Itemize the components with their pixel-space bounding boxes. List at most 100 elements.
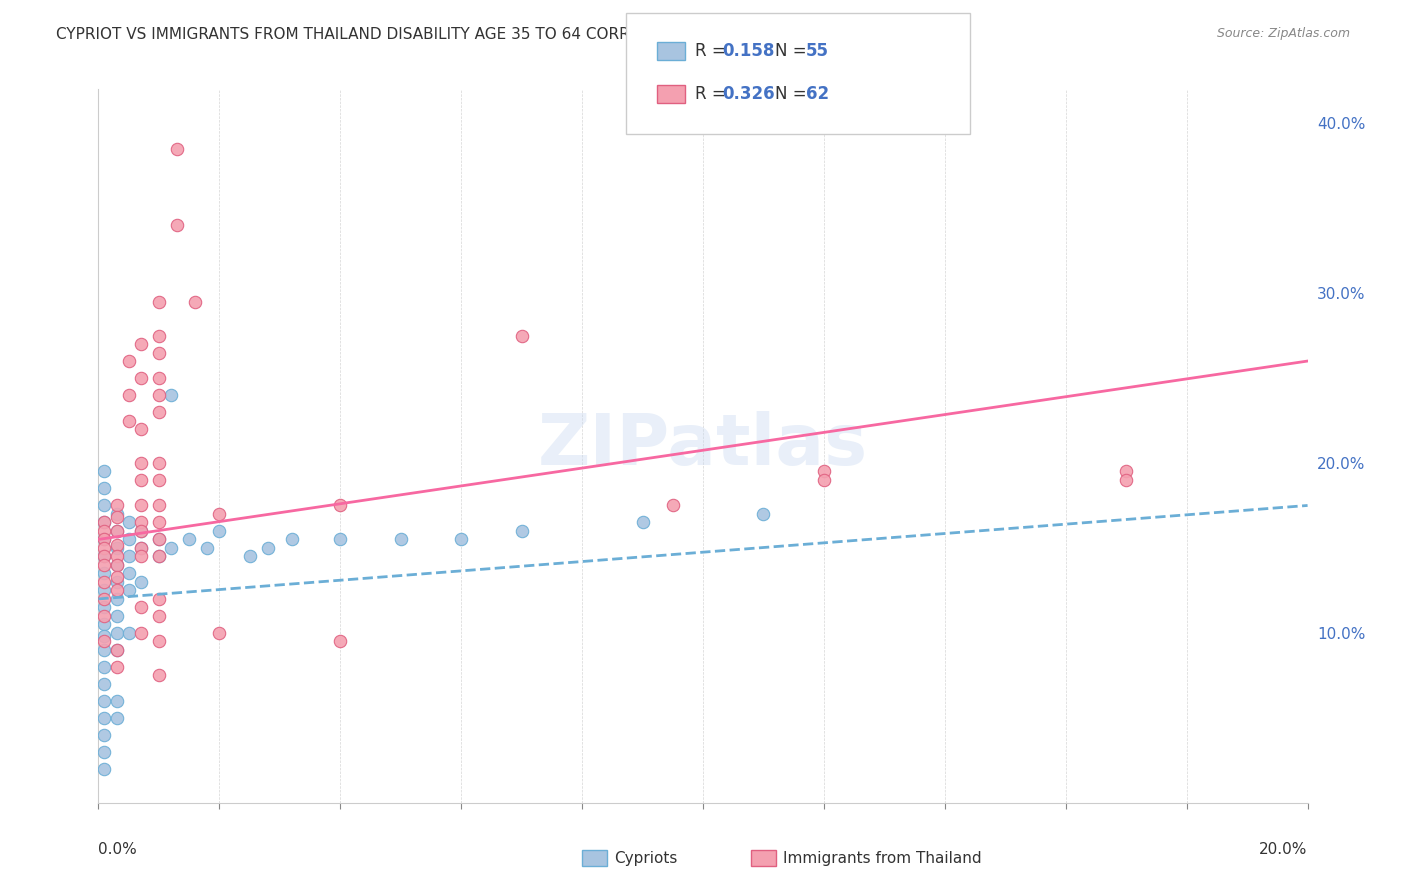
Text: N =: N =	[775, 85, 811, 103]
Point	[93, 600, 115, 615]
Text: 0.326: 0.326	[723, 85, 775, 103]
Point	[105, 711, 128, 725]
Point	[148, 499, 170, 513]
Point	[129, 473, 152, 487]
Point	[148, 668, 170, 682]
Point	[129, 499, 152, 513]
Point	[93, 566, 115, 581]
Text: 55: 55	[806, 42, 828, 60]
Point	[160, 388, 183, 402]
Point	[105, 694, 128, 708]
Text: Cypriots: Cypriots	[614, 851, 678, 865]
Point	[93, 574, 115, 589]
Text: N =: N =	[775, 42, 811, 60]
Point	[93, 549, 115, 564]
Point	[148, 516, 170, 530]
Point	[813, 465, 835, 479]
Point	[105, 537, 128, 551]
Point	[93, 617, 115, 632]
Point	[184, 294, 207, 309]
Point	[105, 558, 128, 572]
Point	[118, 516, 141, 530]
Point	[105, 660, 128, 674]
Point	[129, 541, 152, 555]
Point	[148, 549, 170, 564]
Point	[105, 643, 128, 657]
Point	[93, 711, 115, 725]
Point	[118, 413, 141, 427]
Point	[256, 541, 278, 555]
Point	[166, 142, 188, 156]
Point	[105, 524, 128, 538]
Point	[148, 533, 170, 547]
Point	[195, 541, 218, 555]
Point	[93, 591, 115, 606]
Point	[93, 541, 115, 555]
Point	[105, 626, 128, 640]
Point	[93, 762, 115, 776]
Point	[148, 456, 170, 470]
Point	[752, 507, 775, 521]
Point	[105, 541, 128, 555]
Point	[510, 328, 533, 343]
Point	[329, 634, 352, 648]
Point	[93, 558, 115, 572]
Text: Immigrants from Thailand: Immigrants from Thailand	[783, 851, 981, 865]
Point	[239, 549, 262, 564]
Point	[93, 499, 115, 513]
Point	[389, 533, 412, 547]
Point	[93, 629, 115, 643]
Point	[93, 516, 115, 530]
Point	[208, 626, 231, 640]
Point	[118, 583, 141, 598]
Point	[105, 583, 128, 598]
Point	[129, 541, 152, 555]
Point	[93, 465, 115, 479]
Point	[281, 533, 304, 547]
Point	[148, 328, 170, 343]
Point	[129, 422, 152, 436]
Point	[450, 533, 472, 547]
Text: 62: 62	[806, 85, 828, 103]
Point	[208, 507, 231, 521]
Point	[510, 524, 533, 538]
Point	[118, 388, 141, 402]
Point	[129, 524, 152, 538]
Point	[129, 549, 152, 564]
Text: Source: ZipAtlas.com: Source: ZipAtlas.com	[1216, 27, 1350, 40]
Point	[129, 600, 152, 615]
Point	[105, 591, 128, 606]
Point	[93, 608, 115, 623]
Point	[93, 524, 115, 538]
Point	[208, 524, 231, 538]
Text: 0.158: 0.158	[723, 42, 775, 60]
Point	[148, 591, 170, 606]
Point	[148, 608, 170, 623]
Point	[148, 388, 170, 402]
Point	[93, 549, 115, 564]
Point	[105, 574, 128, 589]
Point	[118, 533, 141, 547]
Point	[329, 533, 352, 547]
Point	[129, 516, 152, 530]
Text: 0.0%: 0.0%	[98, 842, 138, 857]
Point	[105, 499, 128, 513]
Point	[1115, 465, 1137, 479]
Point	[93, 694, 115, 708]
Point	[129, 626, 152, 640]
Point	[148, 405, 170, 419]
Point	[129, 574, 152, 589]
Point	[1115, 473, 1137, 487]
Point	[661, 499, 683, 513]
Point	[118, 354, 141, 368]
Point	[148, 473, 170, 487]
Point	[148, 371, 170, 385]
Point	[118, 549, 141, 564]
Point	[93, 677, 115, 691]
Point	[105, 524, 128, 538]
Point	[129, 456, 152, 470]
Point	[148, 345, 170, 359]
Point	[166, 218, 188, 232]
Point	[105, 507, 128, 521]
Point	[813, 473, 835, 487]
